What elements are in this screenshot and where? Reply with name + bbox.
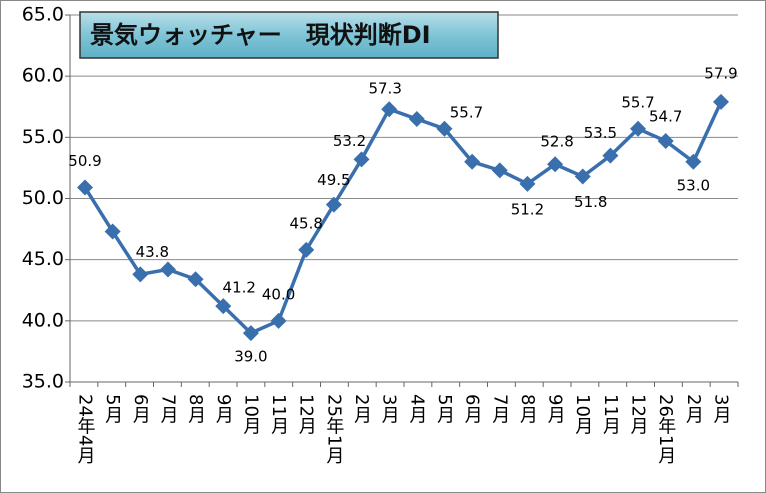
x-tick-label: 8月 — [517, 394, 538, 423]
data-point — [104, 223, 121, 240]
x-tick-label: 10月 — [572, 394, 593, 435]
x-tick-label: 6月 — [462, 394, 483, 423]
data-label: 40.0 — [262, 285, 295, 303]
data-label: 39.0 — [234, 348, 267, 366]
x-tick-label: 5月 — [434, 394, 455, 423]
data-point — [187, 271, 204, 288]
x-tick-label: 7月 — [489, 394, 510, 423]
data-label: 49.5 — [317, 171, 350, 189]
x-tick-label: 6月 — [130, 394, 151, 423]
y-tick-label: 45.0 — [22, 248, 64, 270]
data-point — [630, 120, 647, 137]
x-tick-label: 24年4月 — [75, 394, 96, 464]
data-point — [77, 179, 93, 196]
x-tick-label: 26年1月 — [655, 394, 676, 464]
data-label: 41.2 — [223, 279, 256, 297]
data-label: 55.7 — [621, 93, 654, 111]
data-label: 51.8 — [574, 193, 607, 211]
data-point — [519, 175, 536, 192]
data-point — [270, 312, 287, 329]
data-label: 53.2 — [333, 132, 366, 150]
x-tick-label: 12月 — [628, 394, 649, 435]
data-point — [657, 133, 674, 150]
x-tick-label: 9月 — [545, 394, 566, 423]
x-tick-label: 10月 — [240, 394, 261, 435]
chart-title: 景気ウォッチャー 現状判断DI — [90, 21, 431, 49]
data-label: 55.7 — [450, 103, 483, 121]
data-point — [602, 147, 619, 164]
x-tick-label: 4月 — [406, 394, 427, 423]
data-point — [215, 298, 232, 315]
y-tick-label: 55.0 — [22, 126, 64, 148]
data-point — [408, 110, 425, 127]
data-point — [436, 120, 453, 137]
data-label: 50.9 — [68, 152, 101, 170]
y-tick-label: 40.0 — [22, 309, 64, 331]
y-tick-label: 50.0 — [22, 187, 64, 209]
data-point — [159, 261, 176, 278]
x-tick-label: 12月 — [296, 394, 317, 435]
data-point — [298, 241, 315, 258]
x-tick-label: 9月 — [213, 394, 234, 423]
data-point — [491, 162, 508, 179]
x-tick-label: 7月 — [157, 394, 178, 423]
y-tick-label: 35.0 — [22, 371, 64, 393]
data-label: 53.5 — [584, 124, 617, 142]
x-tick-label: 2月 — [683, 394, 704, 423]
data-label: 57.3 — [368, 80, 401, 98]
data-point — [353, 151, 370, 168]
data-point — [242, 325, 259, 342]
title-box — [79, 11, 499, 59]
x-tick-label: 11月 — [600, 394, 621, 435]
data-point — [574, 168, 591, 185]
data-point — [713, 93, 729, 110]
data-label: 53.0 — [677, 176, 710, 194]
data-point — [132, 266, 149, 283]
x-tick-label: 3月 — [379, 394, 400, 423]
data-label: 43.8 — [136, 243, 169, 261]
x-tick-label: 8月 — [185, 394, 206, 423]
data-point — [381, 101, 398, 118]
data-point — [685, 153, 702, 170]
data-label: 51.2 — [511, 200, 544, 218]
data-point — [325, 196, 342, 213]
x-tick-label: 5月 — [102, 394, 123, 423]
data-label: 54.7 — [649, 108, 682, 126]
data-label: 45.8 — [290, 214, 323, 232]
y-tick-label: 65.0 — [22, 4, 64, 26]
data-label: 52.8 — [540, 133, 573, 151]
x-tick-label: 3月 — [711, 394, 732, 423]
x-tick-label: 2月 — [351, 394, 372, 423]
x-tick-label: 11月 — [268, 394, 289, 435]
data-point — [547, 156, 564, 173]
y-tick-label: 60.0 — [22, 65, 64, 87]
data-point — [464, 153, 481, 170]
x-tick-label: 25年1月 — [323, 394, 344, 464]
data-label: 57.9 — [704, 64, 737, 82]
